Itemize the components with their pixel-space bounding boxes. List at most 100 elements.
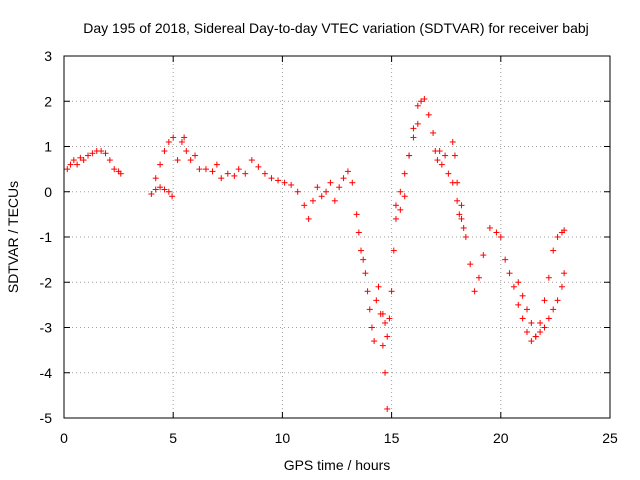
data-point — [355, 229, 362, 236]
axis-ticks: 0 5 10 15 20 25 -5 -4 -3 -2 -1 0 1 2 3 — [40, 48, 618, 446]
data-point — [196, 166, 203, 173]
x-axis-label: GPS time / hours — [284, 457, 391, 473]
data-point — [268, 175, 275, 182]
data-point — [460, 224, 467, 231]
data-point — [318, 193, 325, 200]
data-point — [362, 270, 369, 277]
data-point — [406, 152, 413, 159]
data-point — [74, 161, 81, 168]
data-point — [331, 197, 338, 204]
data-point — [554, 297, 561, 304]
data-points — [64, 95, 568, 412]
data-point — [375, 283, 382, 290]
data-point — [524, 306, 531, 313]
data-point — [451, 152, 458, 159]
data-point — [392, 215, 399, 222]
data-point — [161, 148, 168, 155]
data-point — [537, 329, 544, 336]
y-tick-label: -1 — [40, 229, 53, 245]
data-point — [545, 315, 552, 322]
data-point — [364, 288, 371, 295]
data-point — [106, 157, 113, 164]
data-point — [436, 148, 443, 155]
data-point — [386, 315, 393, 322]
data-point — [111, 166, 118, 173]
data-point — [281, 179, 288, 186]
x-tick-label: 5 — [169, 430, 177, 446]
data-point — [64, 166, 71, 173]
data-point — [89, 150, 96, 157]
data-point — [77, 154, 84, 161]
data-point — [70, 157, 77, 164]
data-point — [344, 168, 351, 175]
data-point — [202, 166, 209, 173]
data-point — [288, 181, 295, 188]
data-point — [305, 215, 312, 222]
y-tick-label: -4 — [40, 365, 53, 381]
data-point — [336, 184, 343, 191]
data-point — [537, 319, 544, 326]
data-point — [209, 168, 216, 175]
data-point — [550, 247, 557, 254]
data-point — [558, 283, 565, 290]
data-point — [80, 157, 87, 164]
data-point — [384, 333, 391, 340]
data-point — [85, 152, 92, 159]
data-point — [102, 150, 109, 157]
data-point — [414, 102, 421, 109]
data-point — [152, 175, 159, 182]
data-point — [235, 166, 242, 173]
data-point — [515, 279, 522, 286]
data-point — [294, 188, 301, 195]
data-point — [382, 369, 389, 376]
y-axis-label: SDTVAR / TECUs — [5, 181, 21, 293]
y-tick-label: 3 — [44, 48, 52, 64]
y-tick-label: -2 — [40, 274, 53, 290]
data-point — [475, 274, 482, 281]
data-point — [458, 215, 465, 222]
data-point — [353, 211, 360, 218]
x-tick-label: 20 — [493, 430, 509, 446]
data-point — [410, 134, 417, 141]
data-point — [218, 175, 225, 182]
data-point — [373, 297, 380, 304]
data-point — [390, 247, 397, 254]
y-tick-label: -3 — [40, 320, 53, 336]
data-point — [178, 138, 185, 145]
data-point — [541, 297, 548, 304]
data-point — [434, 157, 441, 164]
data-point — [438, 161, 445, 168]
data-point — [401, 193, 408, 200]
data-point — [454, 179, 461, 186]
data-point — [314, 184, 321, 191]
data-point — [231, 172, 238, 179]
data-point — [187, 157, 194, 164]
data-point — [224, 170, 231, 177]
data-point — [506, 270, 513, 277]
data-point — [471, 288, 478, 295]
data-point — [515, 301, 522, 308]
data-point — [425, 111, 432, 118]
x-tick-label: 25 — [602, 430, 618, 446]
data-point — [98, 148, 105, 155]
data-point — [67, 161, 74, 168]
data-point — [169, 193, 176, 200]
data-point — [480, 252, 487, 259]
data-point — [161, 186, 168, 193]
data-point — [360, 256, 367, 263]
y-tick-label: -5 — [40, 410, 53, 426]
grid — [64, 56, 610, 418]
data-point — [340, 175, 347, 182]
data-point — [467, 261, 474, 268]
data-point — [392, 202, 399, 209]
data-point — [418, 98, 425, 105]
data-point — [157, 161, 164, 168]
data-point — [366, 306, 373, 313]
x-tick-label: 0 — [60, 430, 68, 446]
data-point — [561, 270, 568, 277]
data-point — [323, 188, 330, 195]
data-point — [301, 202, 308, 209]
data-point — [183, 148, 190, 155]
data-point — [388, 288, 395, 295]
data-point — [528, 319, 535, 326]
